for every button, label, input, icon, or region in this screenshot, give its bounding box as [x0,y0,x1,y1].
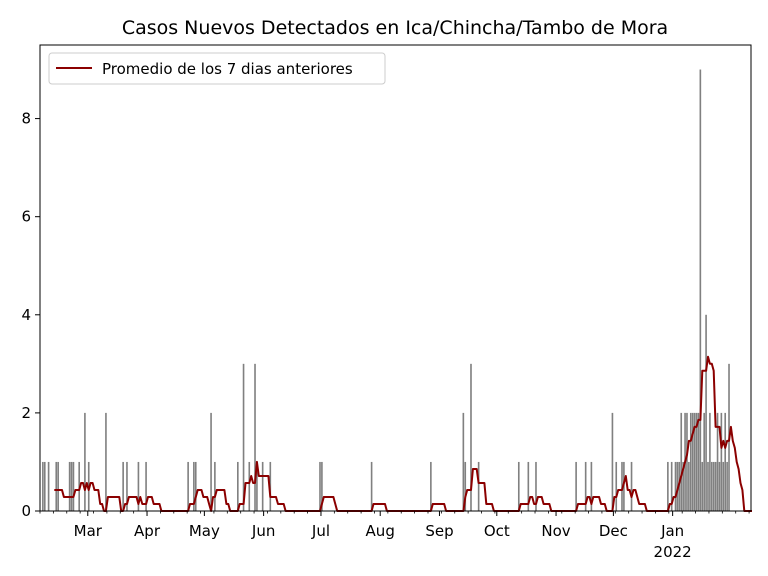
x-tick-label: Nov [541,522,570,540]
daily-case-bar [680,412,683,511]
daily-case-bar [72,461,75,511]
daily-case-bar [464,461,467,511]
daily-case-bar [716,412,719,511]
daily-case-bar [718,461,721,511]
daily-case-bar [615,461,618,511]
daily-case-bar [705,314,707,511]
legend: Promedio de los 7 dias anteriores [48,52,386,85]
x-tick-label: May [189,522,220,540]
daily-case-bar [462,412,465,511]
daily-case-bar [722,461,725,511]
daily-case-bar [126,461,128,511]
daily-case-bar [43,461,46,511]
daily-case-bar [720,412,723,511]
bar-series [42,69,730,511]
daily-case-bar [193,461,195,511]
daily-case-bar [248,461,251,511]
y-tick-label: 6 [21,208,31,226]
daily-case-bar [590,461,593,511]
daily-case-bar [630,461,633,511]
daily-case-bar [575,461,577,511]
daily-case-bar [237,461,239,511]
daily-case-bar [47,461,50,511]
daily-case-bar [682,461,684,511]
daily-case-bar [55,461,58,511]
daily-case-bar [691,412,694,511]
y-tick-label: 8 [21,110,31,128]
daily-case-bar [693,412,696,511]
daily-case-bar [254,363,256,511]
daily-case-bar [667,461,669,511]
daily-case-bar [611,412,614,511]
daily-case-bar [214,461,216,511]
daily-case-bar [57,461,59,511]
daily-case-bar [701,461,704,511]
daily-case-bar [370,461,373,511]
daily-case-bar [707,461,709,511]
daily-case-bar [535,461,537,511]
daily-case-bar [712,461,715,511]
x-tick-label: Sep [425,522,453,540]
daily-case-bar [709,412,711,511]
daily-case-bar [686,412,688,511]
daily-case-bar [105,412,107,511]
daily-case-bar [584,461,587,511]
x-axis: Mar Apr May Jun Jul Aug Sep Oct Nov Dec Jan 2022 [39,511,750,561]
daily-case-bar [517,461,520,511]
legend-box [48,52,386,85]
x-tick-label: Jan [660,522,684,540]
x-tick-sublabel: 2022 [654,543,692,561]
x-tick-label: Aug [366,522,395,540]
daily-case-bar [187,461,189,511]
daily-case-bar [688,461,690,511]
x-tick-label: Jul [311,522,330,540]
daily-case-bar [194,461,197,511]
legend-label: Promedio de los 7 dias anteriores [102,60,353,78]
daily-case-bar [70,461,73,511]
daily-case-bar [68,461,71,511]
daily-case-bar [84,412,86,511]
x-tick-label: Jun [251,522,275,540]
daily-case-bar [711,461,713,511]
y-tick-label: 2 [21,404,31,422]
daily-case-bar [724,412,727,511]
daily-case-bar [697,412,700,511]
daily-case-bar [527,461,530,511]
y-tick-label: 0 [21,502,31,520]
x-tick-label: Dec [599,522,628,540]
daily-case-bar [321,461,323,511]
daily-case-bar [242,363,245,511]
daily-case-bar [319,461,321,511]
x-tick-label: Mar [74,522,103,540]
daily-case-bar [699,69,702,511]
plot-frame [39,44,752,512]
daily-case-bar [689,412,692,511]
daily-case-bar [210,412,212,511]
daily-case-bar [256,461,258,511]
daily-case-bar [122,461,124,511]
daily-case-bar [726,461,728,511]
daily-case-bar [703,412,705,511]
daily-case-bar [137,461,140,511]
daily-case-bar [470,363,472,511]
daily-case-bar [261,461,264,511]
daily-case-bar [714,461,717,511]
x-tick-label: Apr [134,522,161,540]
daily-case-bar [695,412,698,511]
daily-case-bar [477,461,480,511]
daily-case-bar [42,461,44,511]
daily-case-bar [430,461,432,511]
chart-title: Casos Nuevos Detectados en Ica/Chincha/T… [122,17,668,39]
daily-case-bar [145,461,147,511]
daily-case-bar [674,461,677,511]
daily-case-bar [670,461,673,511]
y-axis: 0 2 4 6 8 [21,110,40,520]
x-tick-label: Oct [484,522,510,540]
y-tick-label: 4 [21,306,31,324]
